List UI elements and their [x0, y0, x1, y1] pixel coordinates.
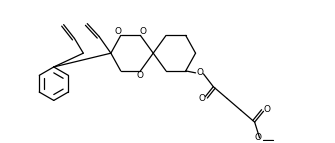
Text: O: O	[264, 105, 271, 114]
Text: O: O	[140, 27, 147, 36]
Text: O: O	[199, 94, 206, 103]
Text: O: O	[254, 133, 261, 142]
Text: O: O	[137, 71, 144, 80]
Text: O: O	[114, 27, 121, 36]
Text: O: O	[196, 68, 203, 77]
